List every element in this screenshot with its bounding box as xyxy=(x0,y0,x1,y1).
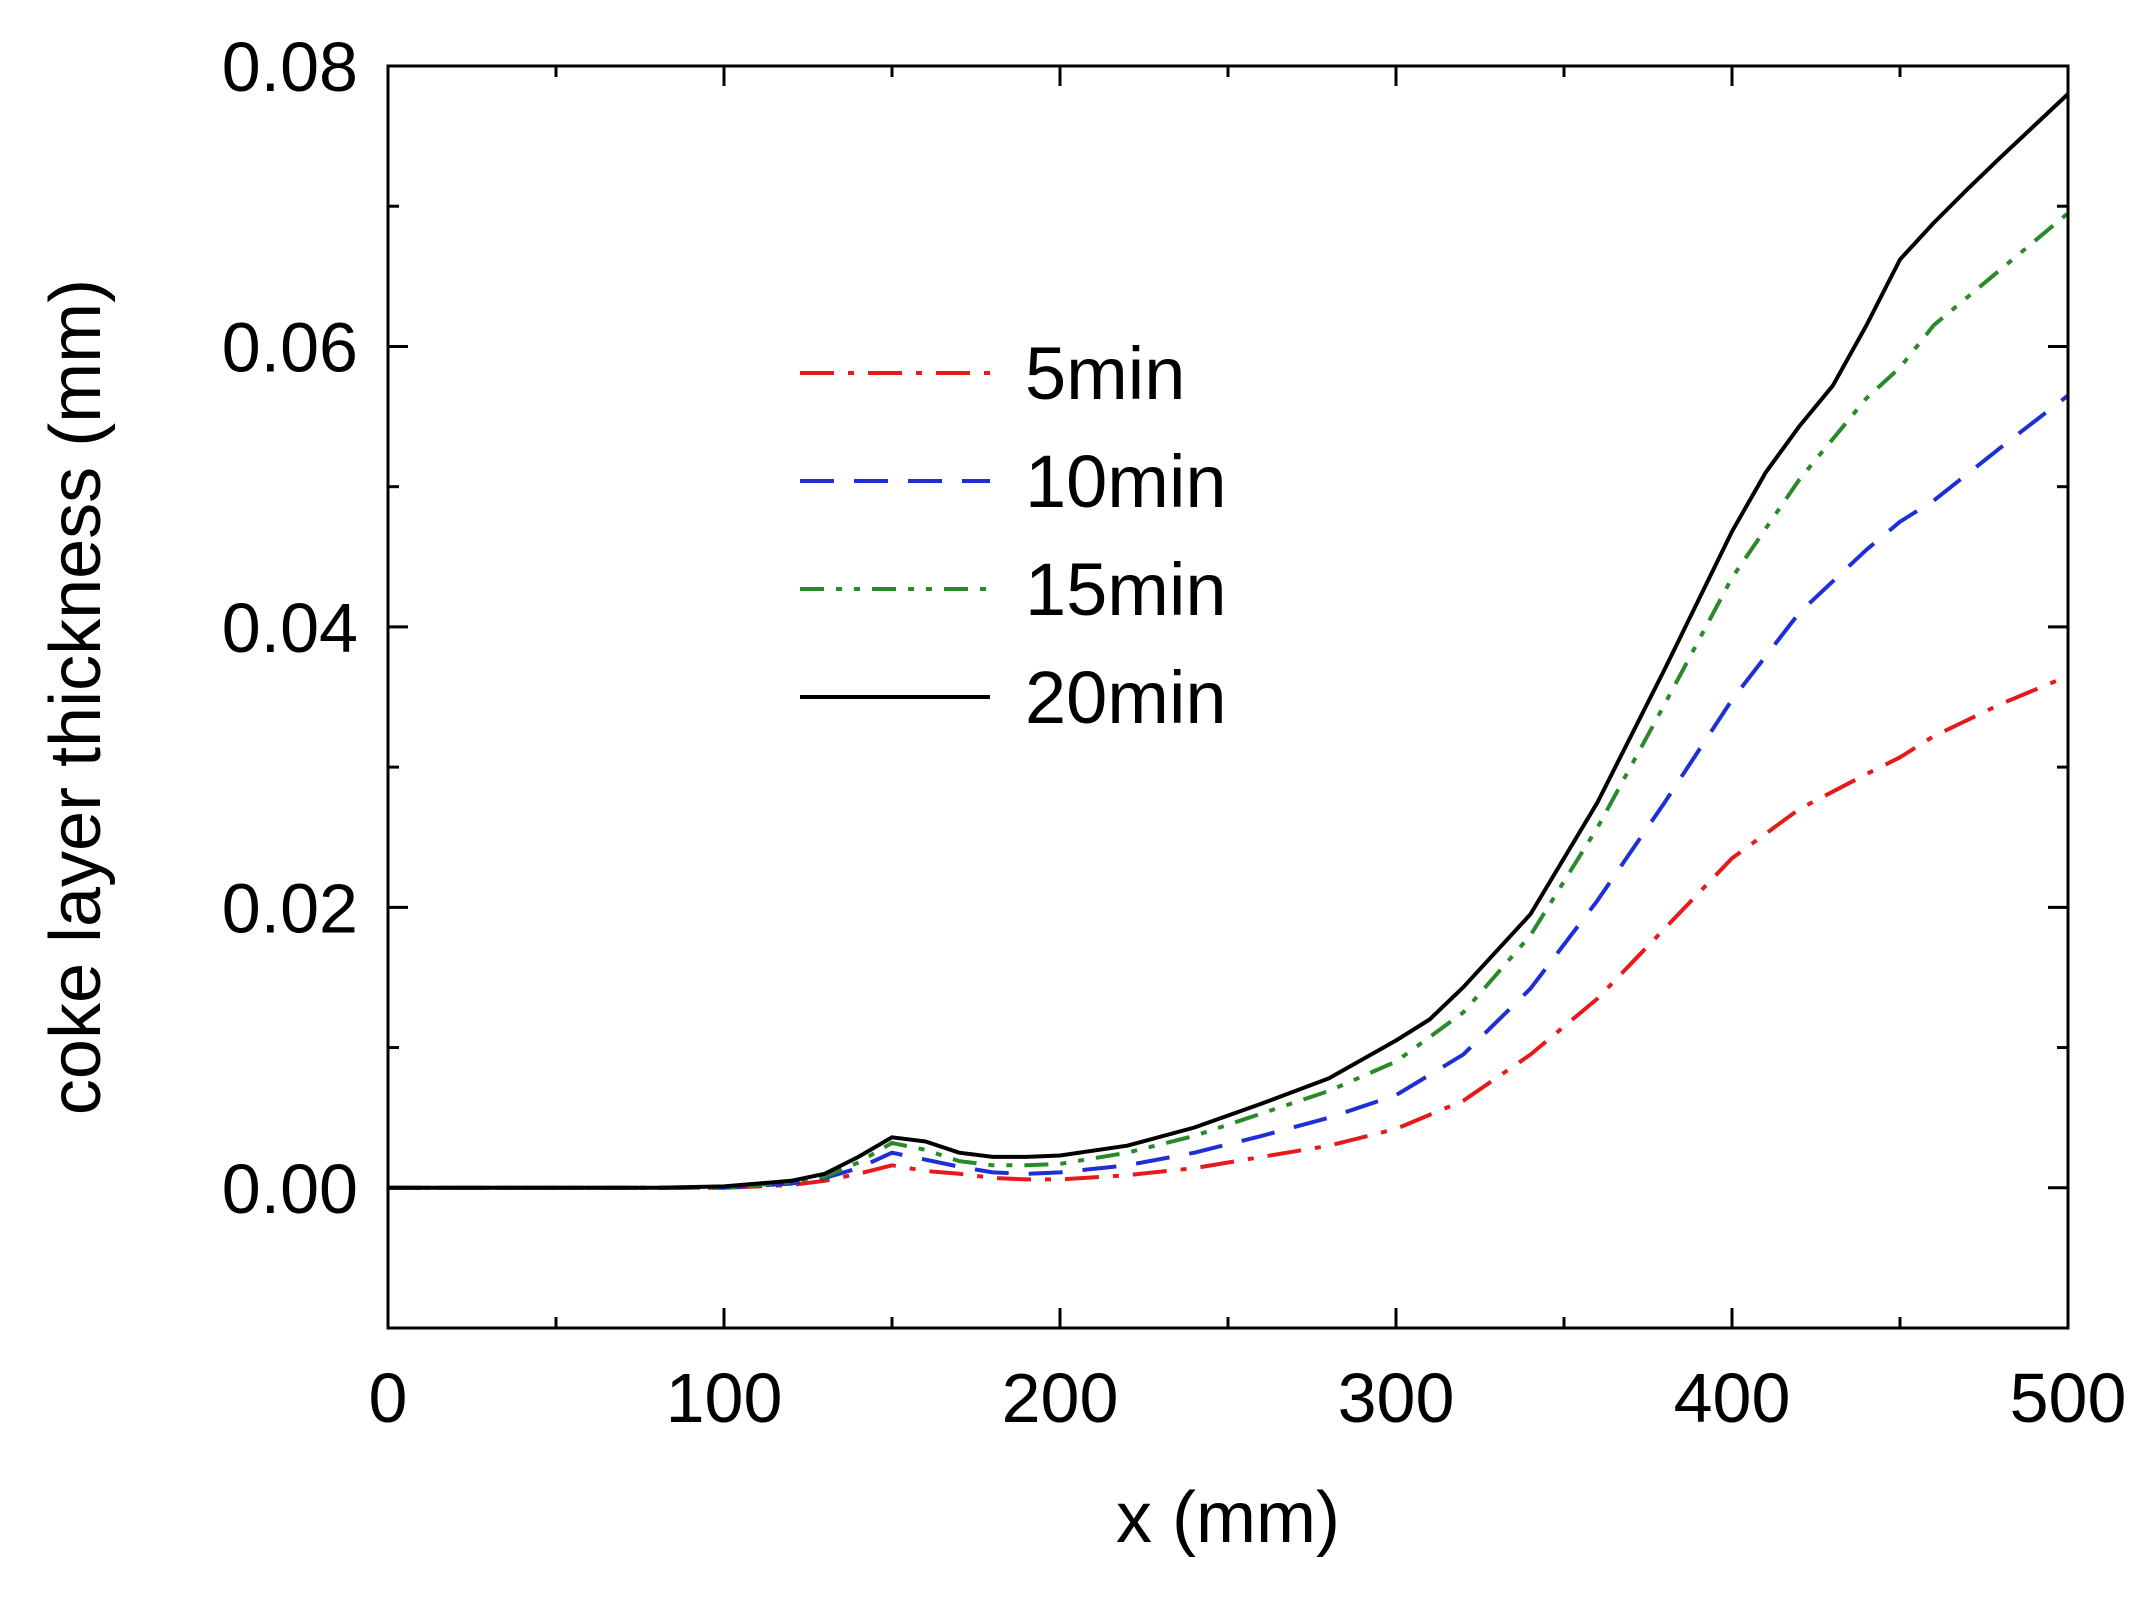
x-tick-label: 400 xyxy=(1674,1359,1791,1437)
series-line-20min xyxy=(388,92,2070,1190)
legend-label-5min: 5min xyxy=(1025,332,1185,415)
y-tick-label: 0.06 xyxy=(222,308,358,386)
plot-frame xyxy=(386,64,2070,1330)
y-tick-label: 0.00 xyxy=(222,1150,358,1228)
x-tick-label: 0 xyxy=(369,1359,408,1437)
y-tick-label: 0.04 xyxy=(222,589,358,667)
legend-label-15min: 15min xyxy=(1025,548,1227,631)
legend: 5min 10min 15min 20min xyxy=(800,332,1227,739)
legend-label-20min: 20min xyxy=(1025,656,1227,739)
x-tick-label: 500 xyxy=(2010,1359,2127,1437)
series-line-15min xyxy=(388,211,2070,1190)
series-line-10min xyxy=(388,393,2070,1190)
y-tick-labels: 0.00 0.02 0.04 0.06 0.08 xyxy=(222,28,358,1228)
y-axis-title: coke layer thickness (mm) xyxy=(36,279,116,1115)
y-tick-label: 0.08 xyxy=(222,28,358,106)
x-tick-label: 200 xyxy=(1002,1359,1119,1437)
series-line-5min xyxy=(388,674,2069,1190)
y-tick-label: 0.02 xyxy=(222,869,358,947)
series-layer xyxy=(388,92,2070,1190)
x-tick-labels: 0 100 200 300 400 500 xyxy=(369,1359,2127,1437)
x-tick-label: 100 xyxy=(666,1359,783,1437)
x-axis-title: x (mm) xyxy=(1116,1478,1340,1558)
x-tick-label: 300 xyxy=(1338,1359,1455,1437)
legend-label-10min: 10min xyxy=(1025,440,1227,523)
tick-marks xyxy=(386,64,2070,1330)
